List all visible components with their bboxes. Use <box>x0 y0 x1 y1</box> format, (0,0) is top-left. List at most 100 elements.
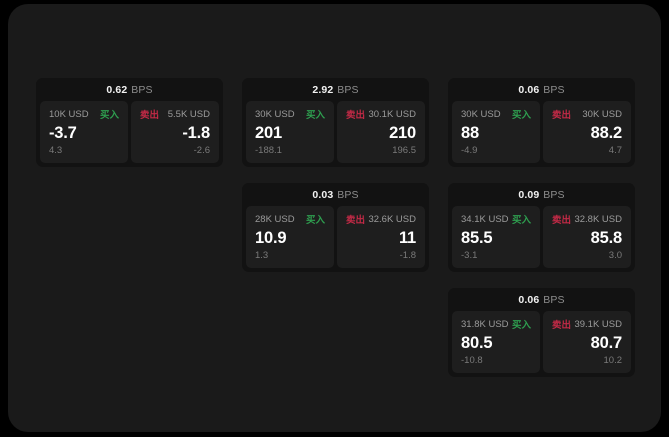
sell-panel[interactable]: 卖出 30K USD 88.2 4.7 <box>543 101 631 163</box>
sell-price: 210 <box>389 123 416 142</box>
buy-price: 80.5 <box>461 333 493 352</box>
buy-delta: -4.9 <box>461 144 478 156</box>
sell-price: -1.8 <box>182 123 210 142</box>
buy-panel-header: 30K USD 买入 <box>461 108 531 122</box>
buy-price: -3.7 <box>49 123 77 142</box>
quote-card[interactable]: 0.62 BPS 10K USD 买入 -3.7 4.3 卖出 <box>36 78 223 167</box>
buy-tag: 买入 <box>511 320 531 331</box>
buy-delta: -188.1 <box>255 144 282 156</box>
buy-panel[interactable]: 31.8K USD 买入 80.5 -10.8 <box>452 311 540 373</box>
buy-tag: 买入 <box>305 110 325 121</box>
buy-panel-header: 31.8K USD 买入 <box>461 318 531 332</box>
sell-tag: 卖出 <box>140 110 160 121</box>
buy-panel-header: 34.1K USD 买入 <box>461 213 531 227</box>
bps-unit-label: BPS <box>543 83 565 96</box>
quote-card[interactable]: 0.09 BPS 34.1K USD 买入 85.5 -3.1 卖出 <box>448 183 635 272</box>
sell-panel-header: 卖出 32.6K USD <box>346 213 416 227</box>
bps-unit-label: BPS <box>543 293 565 306</box>
buy-panel[interactable]: 28K USD 买入 10.9 1.3 <box>246 206 334 268</box>
buy-panel[interactable]: 34.1K USD 买入 85.5 -3.1 <box>452 206 540 268</box>
card-body: 30K USD 买入 88 -4.9 卖出 30K USD 88.2 4.7 <box>448 101 635 167</box>
buy-panel-header: 10K USD 买入 <box>49 108 119 122</box>
app-frame: 0.62 BPS 10K USD 买入 -3.7 4.3 卖出 <box>8 4 661 432</box>
bps-unit-label: BPS <box>131 83 153 96</box>
quote-card[interactable]: 0.06 BPS 30K USD 买入 88 -4.9 卖出 <box>448 78 635 167</box>
buy-delta: 1.3 <box>255 249 269 261</box>
sell-tag: 卖出 <box>552 215 572 226</box>
buy-tag: 买入 <box>511 215 531 226</box>
buy-delta: -3.1 <box>461 249 478 261</box>
buy-panel-header: 28K USD 买入 <box>255 213 325 227</box>
quote-column-2: 2.92 BPS 30K USD 买入 201 -188.1 卖出 <box>242 78 429 272</box>
buy-size-label: 34.1K USD <box>461 213 509 225</box>
quote-column-1: 0.62 BPS 10K USD 买入 -3.7 4.3 卖出 <box>36 78 223 167</box>
buy-size-label: 30K USD <box>461 108 501 120</box>
card-body: 28K USD 买入 10.9 1.3 卖出 32.6K USD 11 -1.8 <box>242 206 429 272</box>
quote-card[interactable]: 0.03 BPS 28K USD 买入 10.9 1.3 卖出 <box>242 183 429 272</box>
buy-size-label: 28K USD <box>255 213 295 225</box>
buy-size-label: 31.8K USD <box>461 318 509 330</box>
sell-delta: -2.6 <box>193 144 210 156</box>
sell-tag: 卖出 <box>346 215 366 226</box>
sell-price: 80.7 <box>590 333 623 352</box>
sell-delta: 4.7 <box>608 144 622 156</box>
sell-size-label: 30K USD <box>582 108 622 120</box>
buy-tag: 买入 <box>511 110 531 121</box>
sell-panel-header: 卖出 5.5K USD <box>140 108 210 122</box>
buy-size-label: 30K USD <box>255 108 295 120</box>
buy-delta: -10.8 <box>461 354 483 366</box>
buy-price: 10.9 <box>255 228 287 247</box>
sell-panel[interactable]: 卖出 32.8K USD 85.8 3.0 <box>543 206 631 268</box>
sell-size-label: 39.1K USD <box>574 318 622 330</box>
buy-tag: 买入 <box>305 215 325 226</box>
buy-panel[interactable]: 10K USD 买入 -3.7 4.3 <box>40 101 128 163</box>
bps-unit-label: BPS <box>337 83 359 96</box>
buy-panel[interactable]: 30K USD 买入 201 -188.1 <box>246 101 334 163</box>
bps-unit-label: BPS <box>337 188 359 201</box>
card-body: 10K USD 买入 -3.7 4.3 卖出 5.5K USD -1.8 -2.… <box>36 101 223 167</box>
sell-panel-header: 卖出 30.1K USD <box>346 108 416 122</box>
sell-delta: -1.8 <box>399 249 416 261</box>
sell-panel[interactable]: 卖出 32.6K USD 11 -1.8 <box>337 206 425 268</box>
card-header: 2.92 BPS <box>242 78 429 101</box>
bps-value: 0.09 <box>518 188 540 201</box>
buy-price: 85.5 <box>461 228 493 247</box>
sell-size-label: 32.6K USD <box>368 213 416 225</box>
buy-panel[interactable]: 30K USD 买入 88 -4.9 <box>452 101 540 163</box>
buy-price: 88 <box>461 123 479 142</box>
sell-tag: 卖出 <box>552 110 572 121</box>
sell-delta: 3.0 <box>608 249 622 261</box>
buy-size-label: 10K USD <box>49 108 89 120</box>
sell-tag: 卖出 <box>346 110 366 121</box>
bps-value: 0.06 <box>518 83 540 96</box>
buy-price: 201 <box>255 123 282 142</box>
sell-size-label: 32.8K USD <box>574 213 622 225</box>
sell-price: 11 <box>398 228 416 247</box>
sell-panel-header: 卖出 30K USD <box>552 108 622 122</box>
card-header: 0.09 BPS <box>448 183 635 206</box>
buy-tag: 买入 <box>99 110 119 121</box>
buy-delta: 4.3 <box>49 144 63 156</box>
sell-panel[interactable]: 卖出 39.1K USD 80.7 10.2 <box>543 311 631 373</box>
sell-price: 85.8 <box>590 228 623 247</box>
sell-panel[interactable]: 卖出 30.1K USD 210 196.5 <box>337 101 425 163</box>
card-header: 0.06 BPS <box>448 78 635 101</box>
sell-tag: 卖出 <box>552 320 572 331</box>
bps-value: 2.92 <box>312 83 334 96</box>
card-header: 0.62 BPS <box>36 78 223 101</box>
card-header: 0.03 BPS <box>242 183 429 206</box>
sell-size-label: 5.5K USD <box>167 108 210 120</box>
bps-value: 0.06 <box>518 293 540 306</box>
quote-board: 0.62 BPS 10K USD 买入 -3.7 4.3 卖出 <box>36 78 636 377</box>
quote-card[interactable]: 0.06 BPS 31.8K USD 买入 80.5 -10.8 卖 <box>448 288 635 377</box>
sell-delta: 10.2 <box>603 354 623 366</box>
quote-card[interactable]: 2.92 BPS 30K USD 买入 201 -188.1 卖出 <box>242 78 429 167</box>
card-header: 0.06 BPS <box>448 288 635 311</box>
sell-panel[interactable]: 卖出 5.5K USD -1.8 -2.6 <box>131 101 219 163</box>
quote-column-3: 0.06 BPS 30K USD 买入 88 -4.9 卖出 <box>448 78 635 377</box>
card-body: 31.8K USD 买入 80.5 -10.8 卖出 39.1K USD 80.… <box>448 311 635 377</box>
bps-unit-label: BPS <box>543 188 565 201</box>
card-body: 30K USD 买入 201 -188.1 卖出 30.1K USD 210 1… <box>242 101 429 167</box>
bps-value: 0.03 <box>312 188 334 201</box>
sell-delta: 196.5 <box>392 144 416 156</box>
